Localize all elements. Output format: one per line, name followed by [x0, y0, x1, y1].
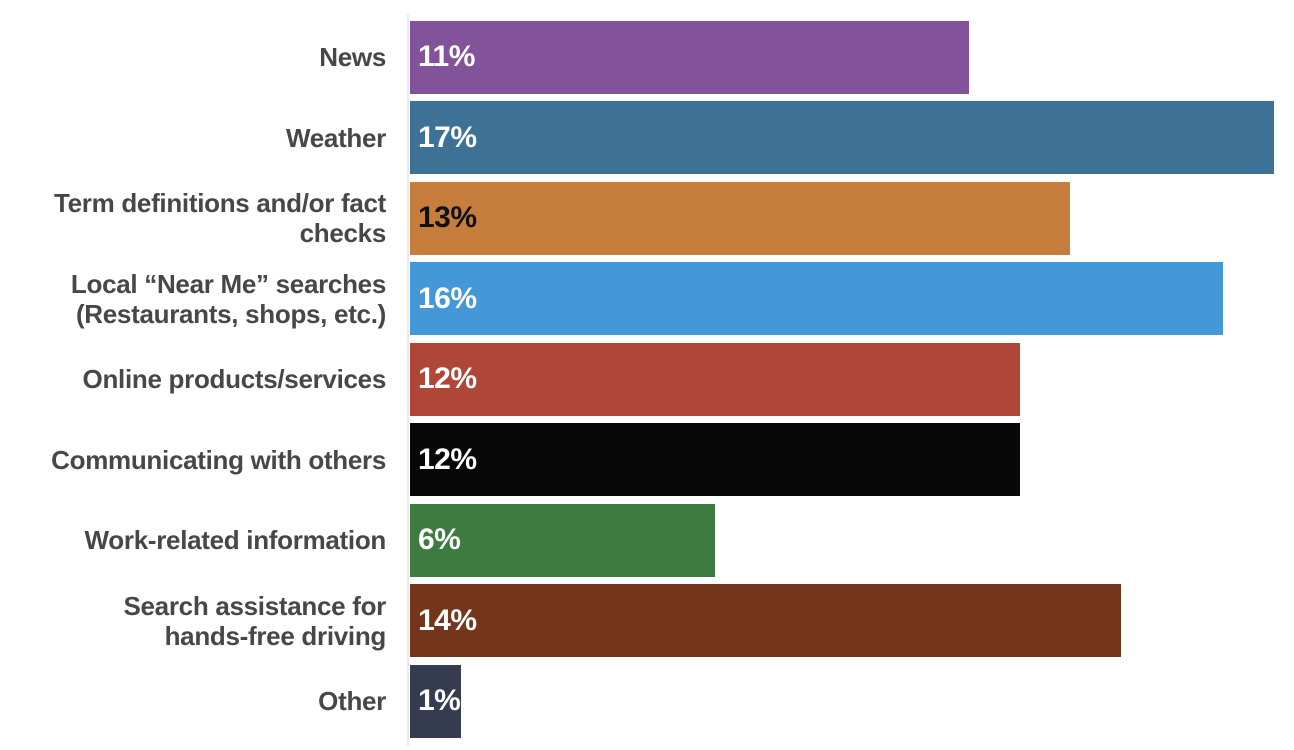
category-label-line: Term definitions and/or fact: [53, 188, 386, 219]
bar: 13%: [410, 181, 1071, 255]
value-label: 13%: [418, 201, 477, 235]
category-label: Other: [0, 686, 398, 716]
bar-track: 13%: [410, 181, 1294, 255]
category-label: Search assistance for hands-free driving: [0, 591, 398, 651]
bar-row: Local “Near Me” searches (Restaurants, sh…: [0, 259, 1294, 340]
value-label: 1%: [418, 684, 461, 718]
bar-row: Online products/services 12%: [0, 339, 1294, 420]
bar: 16%: [410, 262, 1223, 336]
value-label: 14%: [418, 603, 477, 637]
bar: 11%: [410, 20, 969, 94]
bar-track: 1%: [410, 664, 1294, 738]
bar-track: 17%: [410, 101, 1294, 175]
category-label: Term definitions and/or fact checks: [0, 188, 398, 248]
value-label: 6%: [418, 523, 461, 557]
bar: 14%: [410, 584, 1122, 658]
category-label: Local “Near Me” searches (Restaurants, sh…: [0, 269, 398, 329]
bar: 17%: [410, 101, 1274, 175]
bar-track: 14%: [410, 584, 1294, 658]
category-label-line: Communicating with others: [51, 444, 386, 475]
category-label-line: Work-related information: [84, 525, 387, 556]
bar: 12%: [410, 423, 1020, 497]
category-label-line: Local “Near Me” searches: [70, 268, 386, 299]
bar-track: 16%: [410, 262, 1294, 336]
category-label: Work-related information: [0, 525, 398, 555]
bar-row: Other 1%: [0, 661, 1294, 742]
category-label: Communicating with others: [0, 445, 398, 475]
bar: 1%: [410, 664, 461, 738]
category-label-line: Online products/services: [82, 364, 387, 395]
bar-row: Term definitions and/or fact checks 13%: [0, 178, 1294, 259]
bar-track: 12%: [410, 423, 1294, 497]
bar-track: 11%: [410, 20, 1294, 94]
bar-rows: News 11% Weather 17% Term definitions an…: [0, 17, 1294, 742]
bar-row: Search assistance for hands-free driving …: [0, 581, 1294, 662]
category-label-line: hands-free driving: [164, 620, 387, 651]
category-label-line: Other: [318, 686, 386, 717]
category-label-line: Search assistance for: [123, 590, 386, 621]
value-label: 12%: [418, 442, 477, 476]
bar: 6%: [410, 503, 715, 577]
value-label: 12%: [418, 362, 477, 396]
category-label-line: (Restaurants, shops, etc.): [75, 298, 386, 329]
value-label: 16%: [418, 281, 477, 315]
bar-track: 6%: [410, 503, 1294, 577]
y-axis-line: [407, 14, 409, 746]
bar-row: Weather 17%: [0, 98, 1294, 179]
bar-row: Work-related information 6%: [0, 500, 1294, 581]
bar-row: News 11%: [0, 17, 1294, 98]
category-label: Online products/services: [0, 364, 398, 394]
category-label-line: Weather: [285, 122, 386, 153]
bar-track: 12%: [410, 342, 1294, 416]
bar-row: Communicating with others 12%: [0, 420, 1294, 501]
category-label-line: News: [319, 42, 386, 73]
category-label-line: checks: [299, 218, 387, 249]
category-label: News: [0, 42, 398, 72]
value-label: 17%: [418, 120, 477, 154]
value-label: 11%: [418, 40, 475, 74]
bar: 12%: [410, 342, 1020, 416]
category-label: Weather: [0, 123, 398, 153]
